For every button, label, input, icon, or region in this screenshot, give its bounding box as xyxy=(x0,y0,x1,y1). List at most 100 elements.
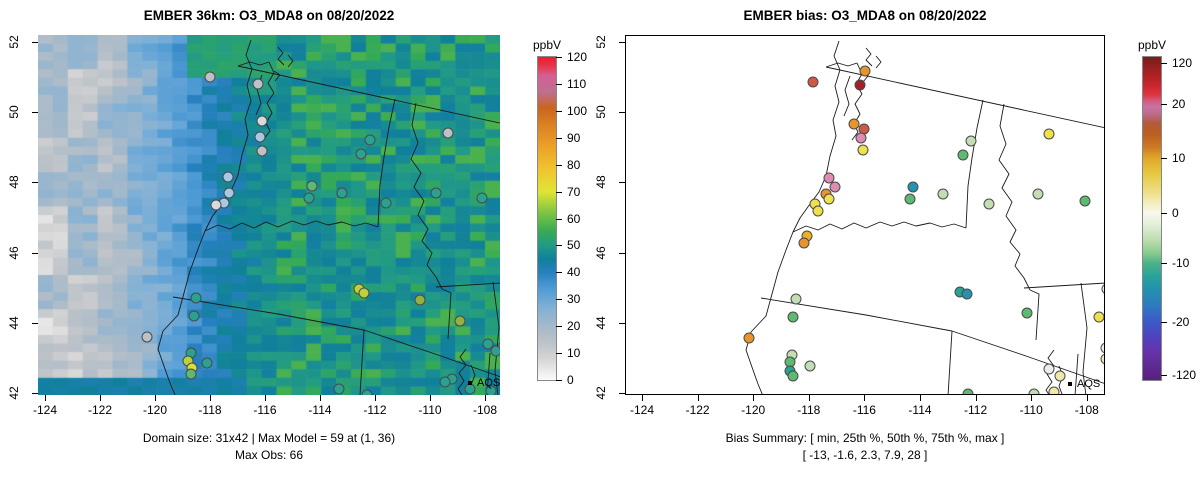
colorbar-tick-label: 90 xyxy=(567,130,581,145)
obs-station-dot xyxy=(256,145,268,157)
bias-panel-title: EMBER bias: O3_MDA8 on 08/20/2022 xyxy=(743,8,987,23)
colorbar-tick-label: 100 xyxy=(567,103,588,118)
obs-station-dot xyxy=(222,171,234,183)
model-caption-line2: Max Obs: 66 xyxy=(234,448,304,462)
y-tick-label: 52 xyxy=(7,35,21,49)
x-tick-mark xyxy=(1031,395,1033,401)
obs-station-dot xyxy=(454,315,466,327)
x-tick-mark xyxy=(975,395,977,401)
x-tick-mark xyxy=(375,395,376,401)
colorbar-tick-mark xyxy=(556,353,562,355)
y-tick-mark xyxy=(619,42,625,43)
y-tick-mark xyxy=(619,112,625,114)
x-tick-mark xyxy=(1086,395,1088,401)
colorbar-tick-label: 0 xyxy=(1172,206,1179,220)
colorbar-tick-label: 20 xyxy=(1172,97,1186,112)
x-tick-label: -122 xyxy=(87,403,113,417)
obs-station-dot xyxy=(364,134,375,146)
bias-station-dot xyxy=(787,311,799,323)
model-caption: Domain size: 31x42 | Max Model = 59 at (… xyxy=(38,430,500,464)
colorbar-tick-mark xyxy=(556,272,562,274)
bias-colorbar: 120 20 10 0 -10 -20 -120 xyxy=(1142,56,1196,382)
x-tick-mark xyxy=(753,395,755,401)
x-tick-label: -116 xyxy=(852,403,876,417)
x-tick-label: -112 xyxy=(363,403,387,417)
x-tick-mark xyxy=(485,395,486,401)
model-colorbar-title: ppbV xyxy=(533,38,562,52)
y-tick-label: 48 xyxy=(7,175,21,190)
x-tick-label: -110 xyxy=(418,403,442,417)
model-colorbar: 0 10 20 30 40 50 60 70 80 90 100 110 120 xyxy=(537,50,587,387)
obs-station-dot xyxy=(430,187,441,199)
bias-map-panel: AQS -124 -122 -120 -118 -116 -114 -112 -110 -108… xyxy=(594,35,1105,417)
x-tick-label: -108 xyxy=(472,403,498,417)
colorbar-tick-mark xyxy=(556,299,562,301)
aqs-legend-label: AQS xyxy=(477,377,500,389)
x-tick-label: -114 xyxy=(908,403,932,417)
bias-station-dot xyxy=(983,198,995,210)
y-tick-mark xyxy=(32,42,38,43)
model-aqs-legend: AQS xyxy=(468,377,500,389)
colorbar-tick-mark xyxy=(556,218,562,220)
colorbar-tick-label: 40 xyxy=(567,265,581,280)
bias-station-dot xyxy=(848,118,860,130)
obs-station-dot xyxy=(201,357,213,369)
y-tick-mark xyxy=(32,252,38,254)
bias-station-dot xyxy=(790,293,802,305)
bias-station-dot xyxy=(854,79,866,91)
colorbar-tick-label: 70 xyxy=(567,184,581,199)
x-tick-mark xyxy=(45,395,46,401)
bias-station-dot xyxy=(1093,311,1104,323)
colorbar-tick-label: 60 xyxy=(567,211,581,226)
obs-station-dot xyxy=(485,385,496,395)
obs-station-dot xyxy=(358,287,370,299)
model-panel-title: EMBER 36km: O3_MDA8 on 08/20/2022 xyxy=(143,8,395,23)
y-tick-label: 42 xyxy=(7,386,21,400)
colorbar-tick-mark xyxy=(556,137,562,139)
model-raster-field xyxy=(38,35,500,395)
bias-station-dot xyxy=(743,332,755,344)
x-tick-mark xyxy=(697,395,699,401)
bias-station-dot xyxy=(823,193,835,205)
bias-station-dot xyxy=(855,132,867,144)
colorbar-tick-mark xyxy=(1161,375,1167,377)
bias-station-dot xyxy=(957,149,969,161)
x-tick-mark xyxy=(320,395,321,401)
colorbar-tick-label: 120 xyxy=(567,50,588,64)
obs-station-dot xyxy=(210,199,221,211)
colorbar-tick-mark xyxy=(1161,213,1167,214)
bias-station-dot xyxy=(937,188,949,200)
x-tick-label: -120 xyxy=(741,403,766,417)
y-tick-label: 44 xyxy=(594,316,608,330)
obs-station-dot xyxy=(490,345,500,357)
model-caption-line1: Domain size: 31x42 | Max Model = 59 at (… xyxy=(142,431,396,445)
obs-station-dot xyxy=(442,127,454,139)
colorbar-tick-label: 50 xyxy=(567,238,581,253)
x-tick-label: -114 xyxy=(308,403,332,417)
obs-station-dot xyxy=(361,389,373,395)
aqs-legend-label: AQS xyxy=(1077,378,1101,390)
y-tick-label: 42 xyxy=(594,386,608,400)
y-tick-label: 50 xyxy=(594,105,608,119)
colorbar-tick-mark xyxy=(556,110,562,112)
colorbar-tick-mark xyxy=(556,164,562,166)
bias-station-dot xyxy=(804,360,816,372)
bias-station-dot xyxy=(829,181,841,193)
x-tick-label: -120 xyxy=(142,403,168,417)
bias-station-dot xyxy=(961,288,973,300)
bias-caption: Bias Summary: [ min, 25th %, 50th %, 75t… xyxy=(625,430,1105,464)
bias-station-dot xyxy=(1028,388,1040,394)
colorbar-tick-mark xyxy=(556,245,562,247)
colorbar-tick-label: -20 xyxy=(1172,314,1190,329)
x-tick-mark xyxy=(808,395,810,401)
obs-station-dot xyxy=(204,71,216,83)
bias-station-dot xyxy=(1054,370,1066,382)
y-tick-mark xyxy=(619,393,625,394)
colorbar-tick-mark xyxy=(556,57,562,58)
obs-station-dot xyxy=(355,148,367,160)
x-tick-label: -124 xyxy=(629,403,655,417)
bias-station-dot xyxy=(907,181,919,193)
obs-station-dot xyxy=(141,331,153,343)
bias-caption-line1: Bias Summary: [ min, 25th %, 50th %, 75t… xyxy=(725,431,1005,445)
